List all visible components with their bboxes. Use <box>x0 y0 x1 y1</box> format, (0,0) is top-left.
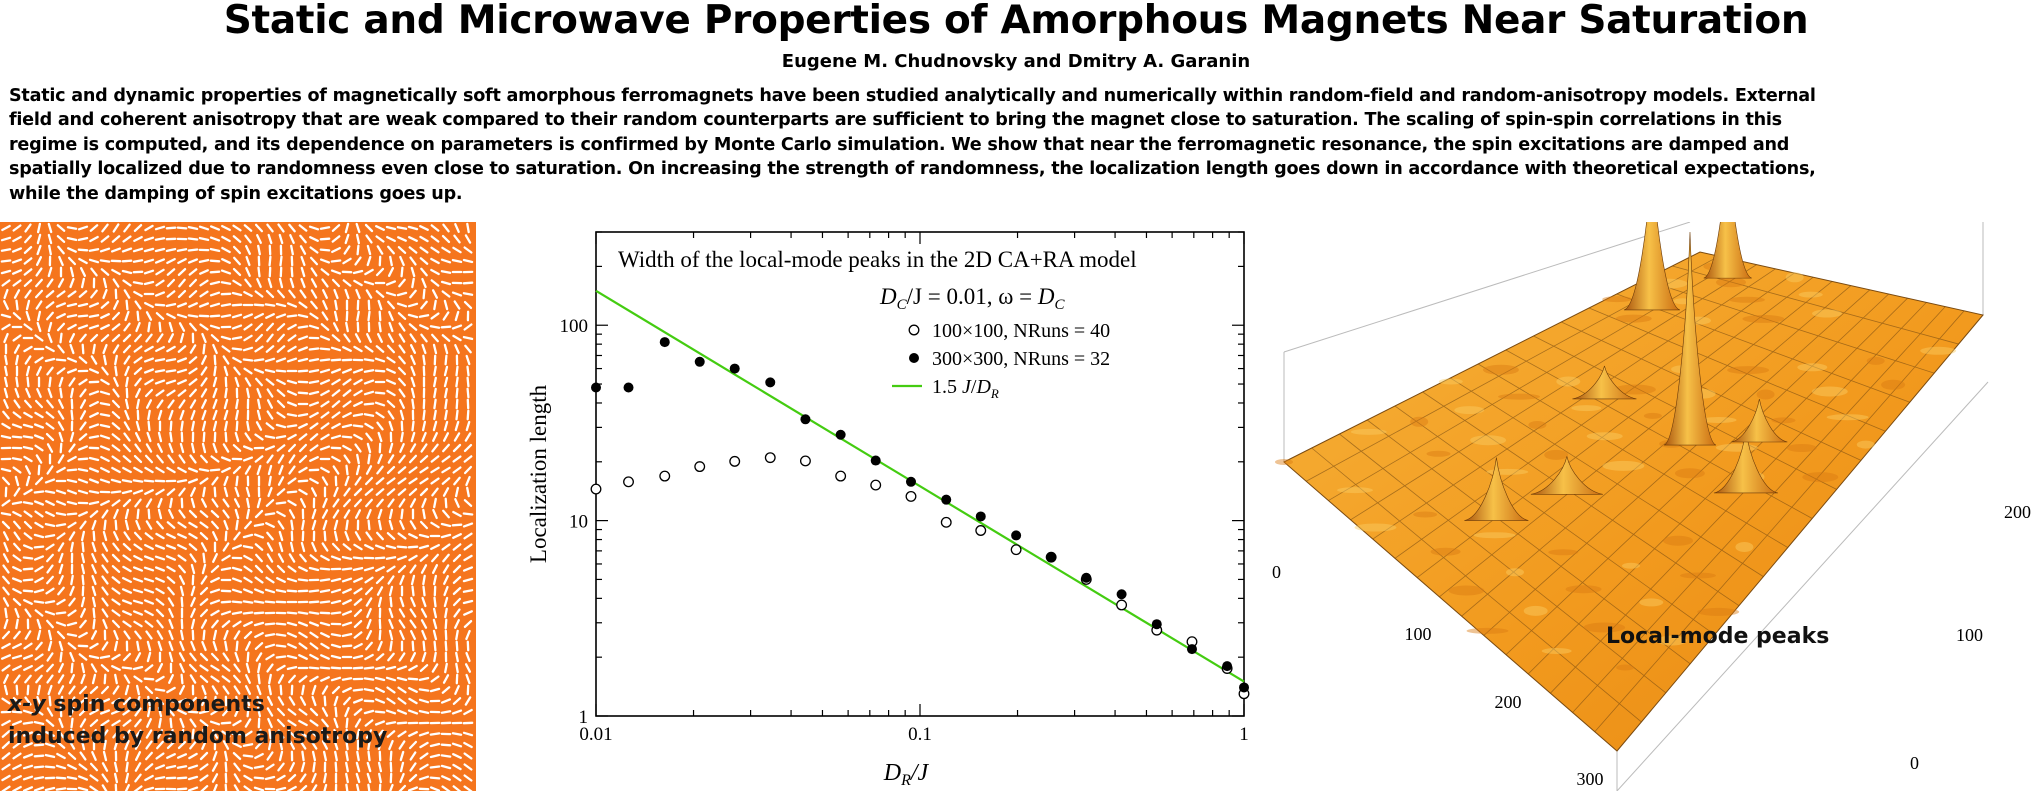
legend: 100×100, NRuns = 40 300×300, NRuns = 32 1.… <box>892 320 1110 401</box>
y-tick-label: 100 <box>560 316 589 337</box>
local-mode-peaks <box>1464 222 1788 521</box>
data-point-open <box>799 455 811 467</box>
legend-label-open: 100×100, NRuns = 40 <box>932 320 1110 342</box>
data-point-filled <box>1222 661 1233 672</box>
caption-xy: x-y <box>8 692 46 717</box>
data-point-open <box>975 525 987 536</box>
surface-left-tick: 0 <box>1272 562 1281 582</box>
surface-x-tick: 100 <box>1405 624 1432 644</box>
data-point-filled <box>623 382 634 393</box>
poster-title: Static and Microwave Properties of Amorp… <box>223 0 1809 43</box>
legend-label-line: 1.5 J/DR <box>932 376 999 401</box>
legend-marker-filled <box>909 353 919 363</box>
local-mode-peak <box>1530 456 1603 495</box>
data-point-open <box>729 455 741 467</box>
data-point-filled <box>1081 572 1092 583</box>
data-point-open <box>764 452 776 464</box>
data-point-filled <box>1151 619 1162 630</box>
data-point-open <box>623 476 634 488</box>
y-tick-label: 10 <box>569 512 588 533</box>
abstract-line: spatially localized due to randomness ev… <box>9 159 1816 180</box>
surface-y-tick: 200 <box>2004 502 2031 522</box>
surface-x-tick: 300 <box>1577 769 1604 789</box>
data-point-filled <box>1186 644 1197 655</box>
local-mode-peak <box>1731 398 1788 443</box>
chart-title: Width of the local-mode peaks in the 2D … <box>618 247 1137 272</box>
chart-subtitle: DC/J = 0.01, ω = DC <box>879 284 1065 313</box>
abstract-line: while the damping of spin excitations go… <box>9 183 463 204</box>
data-point-open <box>870 479 882 491</box>
data-point-filled <box>905 476 916 487</box>
abstract: Static and dynamic properties of magneti… <box>9 84 1969 206</box>
data-point-filled <box>1116 589 1127 600</box>
spin-field-caption: x-y spin components induced by random an… <box>8 689 387 753</box>
caption-line1: spin components <box>45 692 265 717</box>
x-axis-label: DR/J <box>883 760 930 789</box>
surface-plot: 10020030001002003000 <box>1272 222 2031 791</box>
abstract-line: field and coherent anisotropy that are w… <box>9 110 1782 131</box>
data-point-open <box>905 490 917 502</box>
local-mode-peak <box>1623 222 1681 311</box>
spin-arrows <box>0 222 474 791</box>
data-point-filled <box>591 382 601 393</box>
data-point-open <box>659 470 671 482</box>
data-point-filled <box>835 429 846 440</box>
y-axis-label: Localization length <box>526 384 551 563</box>
data-point-filled <box>1046 552 1057 563</box>
abstract-line: Static and dynamic properties of magneti… <box>9 86 1816 106</box>
abstract-line: regime is computed, and its dependence o… <box>9 134 1790 155</box>
data-point-open <box>590 483 602 495</box>
local-mode-surface-figure: 10020030001002003000 <box>1270 222 2032 791</box>
data-point-filled <box>694 356 705 367</box>
data-point-filled <box>1011 530 1022 541</box>
data-point-open <box>1010 544 1022 556</box>
authors: Eugene M. Chudnovsky and Dmitry A. Garan… <box>781 51 1251 72</box>
local-mode-peaks-caption: Local-mode peaks <box>1606 624 1830 649</box>
local-mode-peak <box>1464 457 1529 521</box>
legend-marker-open <box>908 324 920 336</box>
localization-chart: 0.01 0.1 1 1 10 100 Localization length DR/J Wid… <box>512 222 1252 791</box>
x-tick-label: 0.1 <box>908 724 932 745</box>
surface-y-tick: 100 <box>1956 625 1983 645</box>
data-point-filled <box>659 337 670 348</box>
data-point-filled <box>975 511 986 522</box>
data-point-open <box>940 516 952 528</box>
data-point-open <box>694 461 706 473</box>
surface-x-tick: 200 <box>1495 692 1522 712</box>
fit-line <box>595 289 1245 683</box>
data-point-filled <box>800 414 811 425</box>
data-point-filled <box>765 377 776 388</box>
data-point-filled <box>1239 682 1249 693</box>
local-mode-peak <box>1663 232 1717 446</box>
series-open-circles <box>590 452 1250 700</box>
local-mode-peak <box>1703 222 1752 279</box>
x-tick-label: 0.01 <box>579 724 612 745</box>
legend-label-filled: 300×300, NRuns = 32 <box>932 348 1110 370</box>
data-point-filled <box>870 455 881 466</box>
caption-line2: induced by random anisotropy <box>8 724 388 749</box>
bounding-box <box>1283 222 1989 791</box>
data-point-open <box>835 470 847 482</box>
axis-ticks <box>595 231 1245 717</box>
local-mode-peak <box>1572 365 1637 400</box>
series-filled-circles <box>591 337 1249 693</box>
data-point-filled <box>729 363 740 374</box>
local-mode-peak <box>1713 429 1778 494</box>
chart-svg: 0.01 0.1 1 1 10 100 Localization length DR/J Wid… <box>526 231 1250 789</box>
data-point-open <box>1116 599 1128 611</box>
spin-arrow-field <box>0 222 474 791</box>
y-tick-label: 1 <box>579 707 589 728</box>
x-tick-label: 1 <box>1239 724 1249 745</box>
spin-field-figure <box>0 222 476 791</box>
data-point-filled <box>941 494 952 505</box>
surface-y-tick: 0 <box>1910 753 1919 773</box>
